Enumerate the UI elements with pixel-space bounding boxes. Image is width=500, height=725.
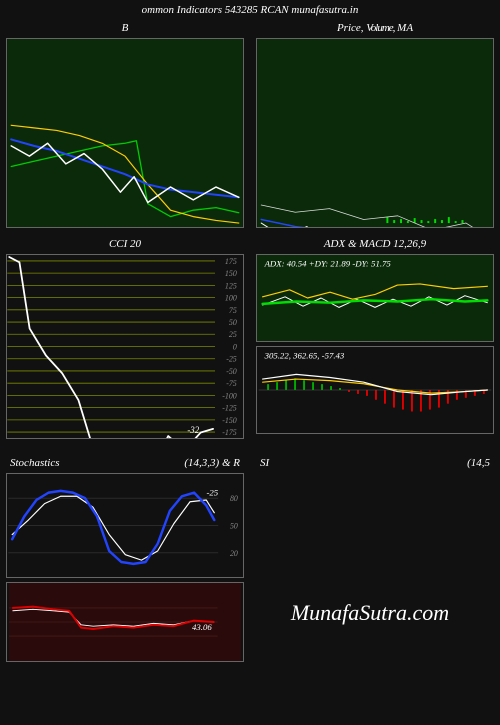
svg-text:100: 100 [225,294,237,303]
price-ma-title-right: MA [397,22,413,34]
svg-text:50: 50 [230,521,238,530]
row-1: B Price, Volume, MA [0,18,500,228]
price-ma-title-mid: Volume, [366,22,394,34]
svg-text:25: 25 [229,330,237,339]
cci-title: CCI 20 [6,234,244,254]
col-adx-macd: ADX & MACD 12,26,9 ADX: 40.54 +DY: 21.89… [256,234,494,439]
svg-text:43.06: 43.06 [192,622,212,632]
stoch-title: Stochastics (14,3,3) & R [6,453,244,473]
svg-text:-25: -25 [226,355,237,364]
stoch-title-right: (14,3,3) & R [184,457,240,469]
col-stoch-rsi: Stochastics (14,3,3) & R 80 50 20 -25 43.06 [6,453,244,662]
svg-text:50: 50 [229,318,237,327]
svg-text:-32: -32 [187,425,199,435]
svg-text:ADX: 40.54 +DY: 21.89 -DY: 5: ADX: 40.54 +DY: 21.89 -DY: 51.75 [264,259,392,269]
price-ma-chart [256,38,494,228]
svg-text:20: 20 [230,549,238,558]
stoch-chart: 80 50 20 -25 [6,473,244,578]
price-ma-title-left: Price, [337,22,364,34]
svg-text:-50: -50 [226,367,237,376]
col-si: SI (14,5 [256,453,494,662]
svg-text:80: 80 [230,494,238,503]
rsi-chart: 43.06 [6,582,244,662]
svg-text:-150: -150 [222,416,237,425]
col-bollinger: B [6,18,244,228]
svg-text:-75: -75 [226,379,237,388]
svg-text:175: 175 [225,257,237,266]
row-2: CCI 20 175 150 125 100 75 50 25 0 -25 -50 -75 -100 -… [0,234,500,439]
col-cci: CCI 20 175 150 125 100 75 50 25 0 -25 -50 -75 -100 -… [6,234,244,439]
adx-chart: ADX: 40.54 +DY: 21.89 -DY: 51.75 [256,254,494,342]
svg-text:150: 150 [225,269,237,278]
price-ma-title: Price, Volume, MA [256,18,494,38]
svg-text:-125: -125 [222,404,237,413]
page-title: ommon Indicators 543285 RCAN munafasutra… [0,0,500,18]
svg-text:0: 0 [233,342,237,351]
col-price-ma: Price, Volume, MA [256,18,494,228]
page: ommon Indicators 543285 RCAN munafasutra… [0,0,500,725]
svg-text:125: 125 [225,281,237,290]
bollinger-chart [6,38,244,228]
bollinger-title: B [6,18,244,38]
row-3: Stochastics (14,3,3) & R 80 50 20 -25 43.06… [0,453,500,662]
si-title: SI (14,5 [256,453,494,473]
svg-text:75: 75 [229,306,237,315]
svg-text:-175: -175 [222,428,237,437]
adx-macd-title: ADX & MACD 12,26,9 [256,234,494,254]
svg-text:-100: -100 [222,391,237,400]
svg-text:305.22, 362.65, -57.43: 305.22, 362.65, -57.43 [264,351,345,361]
si-title-right: (14,5 [467,457,490,469]
cci-chart: 175 150 125 100 75 50 25 0 -25 -50 -75 -100 -125 -150… [6,254,244,439]
macd-chart: 305.22, 362.65, -57.43 [256,346,494,434]
si-title-left: SI [260,457,269,469]
svg-text:-25: -25 [206,488,218,498]
stoch-title-left: Stochastics [10,457,60,469]
